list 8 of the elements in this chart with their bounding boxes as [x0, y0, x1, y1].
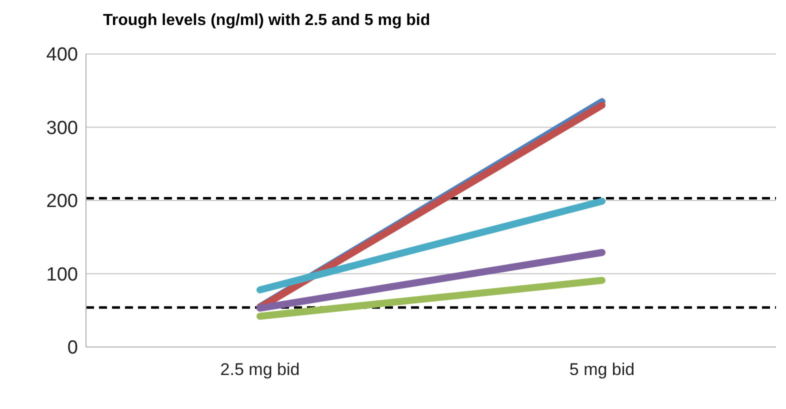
x-tick-label: 5 mg bid — [569, 360, 635, 380]
x-tick-label: 2.5 mg bid — [220, 360, 300, 380]
y-tick-label: 300 — [46, 118, 78, 139]
y-tick-label: 200 — [46, 191, 78, 212]
y-tick-label: 0 — [67, 338, 78, 359]
chart-title: Trough levels (ng/ml) with 2.5 and 5 mg bid — [103, 12, 432, 31]
y-tick-label: 400 — [46, 44, 78, 66]
y-tick-label: 100 — [46, 264, 78, 286]
